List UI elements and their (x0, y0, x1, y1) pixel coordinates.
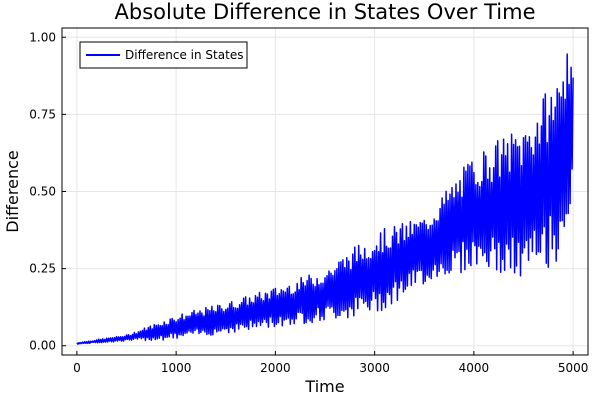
x-tick-label: 4000 (459, 361, 490, 375)
series-layer (76, 53, 574, 345)
x-tick-label: 3000 (359, 361, 390, 375)
x-tick-label: 0 (73, 361, 81, 375)
legend: Difference in States (79, 41, 248, 69)
x-tick-label: 2000 (260, 361, 291, 375)
y-tick-label: 0.00 (29, 339, 56, 353)
chart-title: Absolute Difference in States Over Time (115, 0, 536, 24)
series-line (76, 53, 574, 345)
axis-ticks: 0 1000 2000 3000 4000 5000 0.00 0.25 0.50 0.75 1.0… (29, 30, 588, 375)
x-tick-label: 1000 (161, 361, 192, 375)
x-axis-label: Time (304, 377, 344, 396)
y-tick-label: 0.25 (29, 262, 56, 276)
y-tick-label: 1.00 (29, 30, 56, 44)
x-tick-label: 5000 (558, 361, 589, 375)
y-axis-label: Difference (3, 150, 22, 232)
legend-label: Difference in States (125, 48, 243, 62)
y-tick-label: 0.50 (29, 185, 56, 199)
y-tick-label: 0.75 (29, 107, 56, 121)
